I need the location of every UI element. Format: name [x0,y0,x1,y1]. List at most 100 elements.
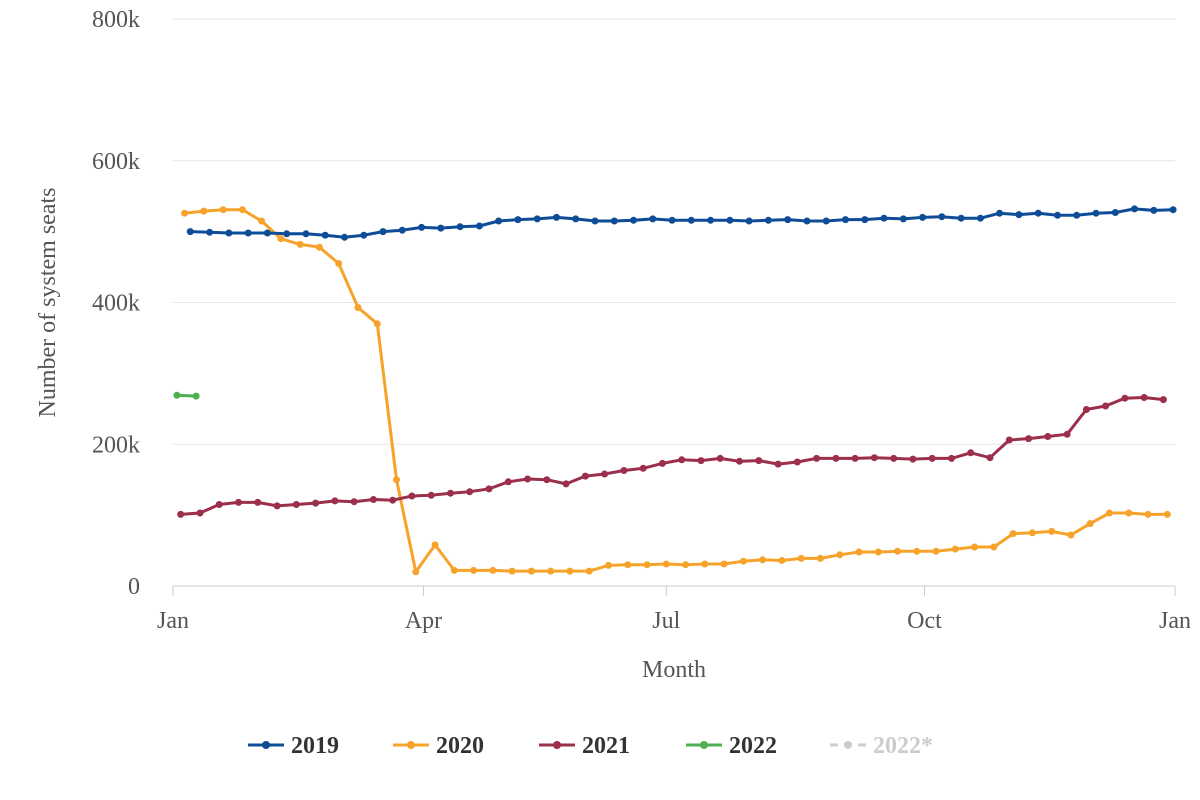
data-point-2021[interactable] [986,454,994,462]
data-point-2020[interactable] [315,243,323,251]
data-point-2020[interactable] [450,566,458,574]
data-point-2021[interactable] [408,492,416,500]
data-point-2022[interactable] [173,391,181,399]
data-point-2020[interactable] [1086,520,1094,528]
data-point-2020[interactable] [393,476,400,484]
data-point-2020[interactable] [277,235,285,243]
series-2020[interactable] [181,206,1171,576]
data-point-2020[interactable] [508,567,516,575]
data-point-2020[interactable] [836,551,844,559]
data-point-2019[interactable] [842,216,849,224]
data-point-2019[interactable] [996,209,1004,217]
data-point-2020[interactable] [855,548,863,556]
data-point-2021[interactable] [562,480,570,488]
data-point-2021[interactable] [1140,394,1148,401]
data-point-2019[interactable] [225,229,233,237]
data-point-2021[interactable] [639,464,647,472]
data-point-2020[interactable] [605,561,612,569]
data-point-2019[interactable] [919,213,927,221]
data-point-2020[interactable] [759,556,767,564]
data-point-2020[interactable] [932,547,940,555]
data-point-2020[interactable] [1009,530,1017,538]
data-point-2019[interactable] [938,213,946,221]
data-point-2019[interactable] [379,228,387,236]
data-point-2021[interactable] [581,472,589,480]
data-point-2019[interactable] [321,231,329,239]
data-point-2021[interactable] [543,476,551,484]
data-point-2021[interactable] [504,478,512,486]
data-point-2020[interactable] [258,217,266,225]
data-point-2021[interactable] [485,485,493,493]
data-point-2021[interactable] [697,457,705,465]
data-point-2021[interactable] [601,470,609,478]
data-point-2021[interactable] [331,497,339,505]
data-point-2019[interactable] [514,216,522,224]
data-point-2020[interactable] [470,566,478,574]
data-point-2021[interactable] [1159,396,1167,404]
data-point-2019[interactable] [495,217,503,225]
data-point-2021[interactable] [928,454,936,462]
data-point-2019[interactable] [1111,209,1119,216]
data-point-2020[interactable] [643,561,651,569]
data-point-2020[interactable] [1106,509,1113,517]
data-point-2020[interactable] [547,567,555,575]
data-point-2019[interactable] [1092,209,1100,217]
legend-item-2022[interactable]: 2022 [686,733,777,759]
data-point-2021[interactable] [1044,433,1052,440]
data-point-2019[interactable] [745,217,753,225]
data-point-2019[interactable] [553,213,560,221]
data-point-2021[interactable] [215,501,223,508]
data-point-2020[interactable] [720,560,728,568]
data-point-2022[interactable] [192,392,200,400]
data-point-2019[interactable] [341,233,348,241]
data-point-2021[interactable] [793,458,801,466]
data-point-2020[interactable] [585,567,593,575]
data-point-2020[interactable] [373,320,381,328]
data-point-2020[interactable] [797,554,805,562]
data-point-2021[interactable] [948,454,955,462]
data-point-2021[interactable] [870,454,878,462]
data-point-2021[interactable] [774,460,782,468]
data-point-2020[interactable] [1163,510,1171,518]
data-point-2019[interactable] [861,216,869,224]
data-point-2019[interactable] [418,223,426,231]
data-point-2020[interactable] [1067,531,1075,539]
data-point-2021[interactable] [350,498,358,506]
legend-item-2021[interactable]: 2021 [539,733,630,759]
series-2021[interactable] [177,394,1167,518]
data-point-2020[interactable] [431,541,439,549]
data-point-2021[interactable] [716,454,724,462]
data-point-2020[interactable] [894,547,901,555]
data-point-2019[interactable] [186,228,194,236]
data-point-2021[interactable] [813,454,821,462]
data-point-2021[interactable] [967,449,975,457]
data-point-2019[interactable] [764,216,772,224]
data-point-2020[interactable] [200,207,208,215]
data-point-2020[interactable] [990,543,998,551]
data-point-2020[interactable] [527,567,535,575]
data-point-2020[interactable] [1144,510,1152,518]
data-point-2020[interactable] [335,260,343,267]
data-point-2020[interactable] [662,560,670,568]
data-point-2021[interactable] [909,455,917,463]
data-point-2021[interactable] [1082,406,1090,413]
data-point-2019[interactable] [244,229,252,237]
data-point-2020[interactable] [489,566,497,574]
data-point-2019[interactable] [784,216,792,224]
data-point-2019[interactable] [360,231,368,239]
data-point-2021[interactable] [1102,402,1110,410]
data-point-2019[interactable] [263,229,271,237]
data-point-2019[interactable] [1015,211,1023,219]
data-point-2019[interactable] [437,224,445,232]
data-point-2021[interactable] [524,475,532,483]
data-point-2020[interactable] [739,557,747,565]
data-point-2019[interactable] [822,217,830,225]
legend-item-2020[interactable]: 2020 [393,733,484,759]
data-point-2019[interactable] [475,222,483,230]
data-point-2019[interactable] [649,215,657,223]
data-point-2021[interactable] [1063,430,1071,438]
data-point-2020[interactable] [181,209,189,217]
data-point-2021[interactable] [369,496,377,503]
data-point-2021[interactable] [235,498,242,506]
data-point-2019[interactable] [803,217,811,225]
